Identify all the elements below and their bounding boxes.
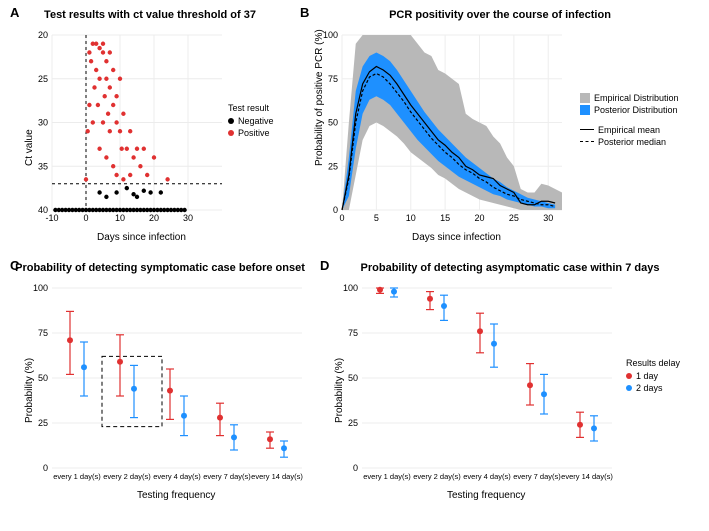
panel-b-ylabel: Probability of positive PCR (%)	[314, 30, 325, 167]
svg-b: 0255075100051015202530	[342, 35, 562, 210]
svg-text:75: 75	[348, 328, 358, 338]
panel-c-xlabel: Testing frequency	[137, 490, 215, 501]
svg-text:every 2 day(s): every 2 day(s)	[413, 472, 461, 481]
svg-text:50: 50	[328, 118, 338, 128]
svg-text:20: 20	[38, 30, 48, 40]
svg-text:0: 0	[83, 213, 88, 223]
svg-text:35: 35	[38, 161, 48, 171]
svg-text:every 1 day(s): every 1 day(s)	[363, 472, 411, 481]
svg-text:25: 25	[328, 161, 338, 171]
panel-d-xlabel: Testing frequency	[447, 490, 525, 501]
panel-a-ylabel: Ct value	[24, 130, 35, 167]
legend-item: Negative	[228, 116, 274, 126]
svg-text:20: 20	[474, 213, 484, 223]
legend-item: Posterior Distribution	[580, 105, 679, 115]
panel-d-legend-title: Results delay	[626, 358, 680, 368]
svg-text:50: 50	[348, 373, 358, 383]
panel-b-legend: Empirical Distribution Posterior Distribu…	[580, 93, 679, 149]
svg-text:every 7 day(s): every 7 day(s)	[203, 472, 251, 481]
panel-c-ylabel: Probability (%)	[24, 358, 35, 423]
svg-text:0: 0	[333, 205, 338, 215]
panel-c-title: Probability of detecting symptomatic cas…	[10, 262, 310, 274]
svg-text:every 4 day(s): every 4 day(s)	[153, 472, 201, 481]
svg-text:100: 100	[343, 283, 358, 293]
svg-text:25: 25	[38, 418, 48, 428]
panel-d-ylabel: Probability (%)	[334, 358, 345, 423]
svg-text:25: 25	[509, 213, 519, 223]
svg-text:100: 100	[33, 283, 48, 293]
panel-a-xlabel: Days since infection	[97, 232, 186, 243]
svg-text:75: 75	[328, 74, 338, 84]
svg-text:0: 0	[43, 463, 48, 473]
svg-text:every 14 day(s): every 14 day(s)	[561, 472, 613, 481]
svg-c: 0255075100every 1 day(s)every 2 day(s)ev…	[52, 288, 302, 468]
svg-text:every 4 day(s): every 4 day(s)	[463, 472, 511, 481]
svg-text:10: 10	[406, 213, 416, 223]
svg-a: 2025303540-100102030	[52, 35, 222, 210]
plot-c: 0255075100every 1 day(s)every 2 day(s)ev…	[52, 288, 302, 468]
svg-text:every 14 day(s): every 14 day(s)	[251, 472, 303, 481]
svg-text:0: 0	[353, 463, 358, 473]
svg-text:every 2 day(s): every 2 day(s)	[103, 472, 151, 481]
legend-item: Empirical mean	[580, 125, 679, 135]
legend-item: Empirical Distribution	[580, 93, 679, 103]
panel-c: C Probability of detecting symptomatic c…	[10, 258, 310, 518]
svg-text:every 7 day(s): every 7 day(s)	[513, 472, 561, 481]
svg-text:-10: -10	[45, 213, 58, 223]
svg-text:30: 30	[38, 118, 48, 128]
plot-b: 0255075100051015202530	[342, 35, 562, 210]
svg-text:20: 20	[149, 213, 159, 223]
panel-b: B PCR positivity over the course of infe…	[300, 5, 700, 240]
legend-item: 1 day	[626, 371, 680, 381]
plot-a: 2025303540-100102030	[52, 35, 222, 210]
panel-d: D Probability of detecting asymptomatic …	[320, 258, 700, 518]
legend-item: Positive	[228, 128, 274, 138]
panel-a-legend: Test result Negative Positive	[228, 103, 274, 140]
legend-item: 2 days	[626, 383, 680, 393]
panel-a-legend-title: Test result	[228, 103, 274, 113]
svg-text:50: 50	[38, 373, 48, 383]
svg-text:25: 25	[348, 418, 358, 428]
panel-a: A Test results with ct value threshold o…	[10, 5, 290, 240]
panel-d-legend: Results delay 1 day 2 days	[626, 358, 680, 395]
plot-d: 0255075100every 1 day(s)every 2 day(s)ev…	[362, 288, 612, 468]
svg-text:every 1 day(s): every 1 day(s)	[53, 472, 101, 481]
panel-b-xlabel: Days since infection	[412, 232, 501, 243]
svg-text:15: 15	[440, 213, 450, 223]
svg-text:25: 25	[38, 74, 48, 84]
svg-text:5: 5	[374, 213, 379, 223]
svg-d: 0255075100every 1 day(s)every 2 day(s)ev…	[362, 288, 612, 468]
panel-a-title: Test results with ct value threshold of …	[10, 9, 290, 21]
svg-text:30: 30	[183, 213, 193, 223]
svg-text:75: 75	[38, 328, 48, 338]
panel-d-title: Probability of detecting asymptomatic ca…	[320, 262, 700, 274]
svg-text:30: 30	[543, 213, 553, 223]
svg-text:0: 0	[339, 213, 344, 223]
panel-b-title: PCR positivity over the course of infect…	[300, 9, 700, 21]
svg-text:100: 100	[323, 30, 338, 40]
figure-root: A Test results with ct value threshold o…	[0, 0, 709, 531]
svg-text:10: 10	[115, 213, 125, 223]
legend-item: Posterior median	[580, 137, 679, 147]
